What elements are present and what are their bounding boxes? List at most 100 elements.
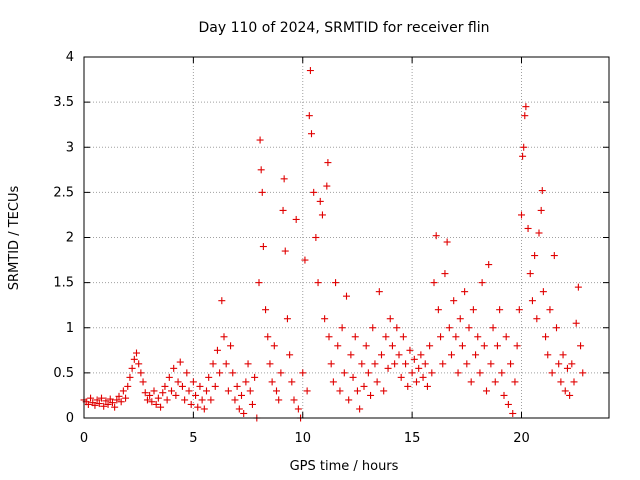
- data-point: [343, 292, 350, 300]
- data-point: [561, 387, 569, 395]
- data-point: [288, 378, 296, 386]
- data-point: [178, 382, 186, 390]
- data-point: [318, 211, 326, 219]
- data-point: [395, 351, 403, 359]
- data-point: [218, 297, 226, 305]
- data-point: [498, 369, 506, 377]
- data-point: [413, 378, 420, 386]
- data-point: [115, 392, 123, 400]
- data-point: [574, 283, 582, 291]
- data-point: [458, 342, 466, 350]
- data-point: [87, 394, 95, 402]
- data-point: [369, 324, 377, 332]
- data-point: [469, 306, 477, 314]
- data-point: [334, 342, 342, 350]
- data-point: [480, 342, 488, 350]
- data-point: [521, 112, 529, 120]
- data-point: [229, 369, 237, 377]
- data-point: [515, 306, 523, 314]
- data-point: [172, 391, 180, 399]
- x-axis-label: GPS time / hours: [290, 459, 399, 474]
- data-point: [213, 346, 221, 354]
- data-point: [452, 333, 460, 341]
- data-point: [248, 400, 256, 408]
- data-point: [141, 389, 149, 397]
- data-point: [445, 324, 453, 332]
- data-point: [170, 364, 178, 372]
- x-tick-label: 5: [189, 431, 197, 446]
- data-point: [397, 373, 405, 381]
- data-point: [258, 188, 266, 196]
- data-point: [324, 159, 332, 167]
- data-point: [137, 369, 145, 377]
- data-point: [511, 378, 519, 386]
- data-point: [491, 378, 499, 386]
- data-point: [211, 382, 219, 390]
- data-point: [148, 398, 156, 406]
- data-point: [233, 382, 241, 390]
- data-point: [456, 315, 464, 323]
- data-point: [531, 252, 539, 260]
- data-point: [220, 333, 228, 341]
- x-tick-label: 20: [513, 431, 530, 446]
- data-point: [122, 394, 130, 402]
- data-point: [373, 378, 381, 386]
- data-point: [542, 333, 550, 341]
- data-point: [450, 297, 458, 305]
- y-tick-label: 2: [66, 231, 74, 246]
- data-point: [410, 355, 418, 363]
- data-point: [384, 364, 392, 372]
- data-point: [159, 389, 167, 397]
- data-point: [275, 396, 283, 404]
- data-point: [528, 297, 536, 305]
- data-point: [579, 369, 587, 377]
- data-point: [256, 136, 264, 144]
- data-point: [367, 391, 375, 399]
- data-point: [393, 324, 401, 332]
- data-point: [520, 143, 528, 151]
- data-point: [408, 369, 416, 377]
- data-point: [399, 333, 407, 341]
- data-point: [185, 387, 193, 395]
- data-point: [279, 206, 287, 214]
- data-point: [518, 211, 525, 219]
- data-point: [386, 315, 394, 323]
- data-point: [524, 224, 532, 232]
- data-point: [98, 394, 105, 402]
- data-point: [548, 369, 556, 377]
- data-point: [281, 247, 289, 255]
- x-tick-label: 0: [80, 431, 88, 446]
- data-point: [165, 373, 173, 381]
- data-point: [557, 378, 565, 386]
- data-point: [577, 342, 585, 350]
- data-point: [441, 270, 449, 278]
- data-point: [161, 382, 169, 390]
- data-point: [113, 396, 121, 404]
- data-point: [535, 229, 543, 237]
- data-point: [380, 387, 388, 395]
- data-point: [266, 360, 274, 368]
- data-point: [483, 387, 490, 395]
- data-point: [150, 387, 158, 395]
- data-point: [192, 391, 200, 399]
- data-point: [130, 355, 138, 363]
- data-point: [196, 382, 204, 390]
- data-point: [553, 324, 560, 332]
- data-point: [461, 288, 469, 296]
- data-point: [559, 351, 567, 359]
- data-point: [443, 238, 451, 246]
- data-point: [509, 409, 517, 417]
- data-point: [338, 324, 346, 332]
- data-point: [174, 378, 182, 386]
- data-point: [227, 342, 235, 350]
- data-point: [402, 360, 410, 368]
- data-point: [246, 387, 254, 395]
- data-point: [404, 382, 412, 390]
- data-point: [255, 279, 263, 287]
- data-point: [128, 364, 136, 372]
- y-tick-label: 0.5: [53, 366, 74, 381]
- data-point: [463, 360, 471, 368]
- data-point: [406, 346, 414, 354]
- data-point: [264, 333, 272, 341]
- data-point: [244, 360, 252, 368]
